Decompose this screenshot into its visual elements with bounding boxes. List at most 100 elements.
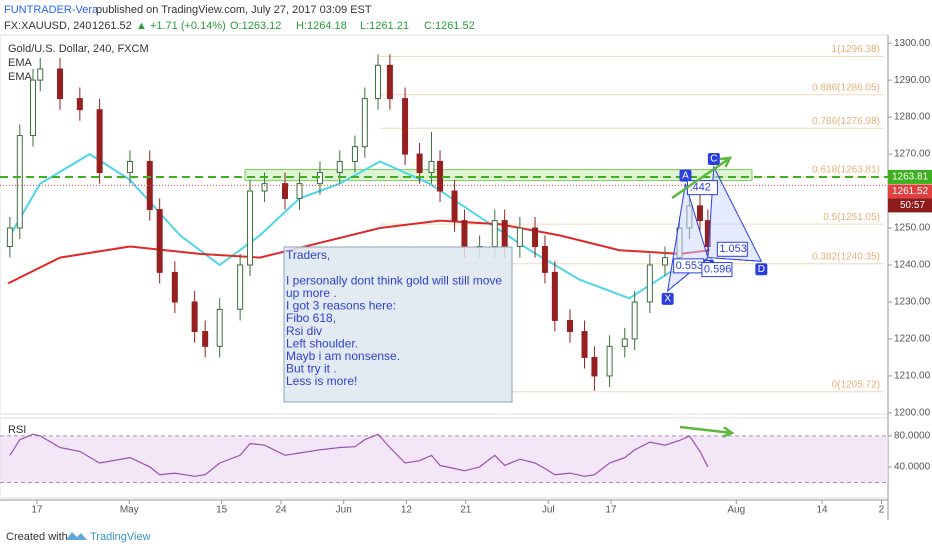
candle-body bbox=[216, 308, 223, 347]
published: published on TradingView.com, July 27, 2… bbox=[96, 4, 372, 16]
candle-body bbox=[6, 227, 13, 248]
x-tick-label: 12 bbox=[401, 505, 413, 516]
y-tick-label: 1270.00 bbox=[894, 149, 931, 160]
logo bbox=[66, 532, 87, 540]
candle-body bbox=[146, 160, 153, 211]
candle-body bbox=[428, 160, 435, 174]
y-tick-label: 1250.00 bbox=[894, 223, 931, 234]
legend-entry: EMA bbox=[8, 71, 33, 83]
candle-body bbox=[581, 331, 588, 358]
y-tick-label: 1230.00 bbox=[894, 297, 931, 308]
fib-label: 0(1205.72) bbox=[832, 379, 880, 390]
candle-body bbox=[591, 356, 598, 377]
candle-body bbox=[156, 209, 163, 273]
ratio-label: 0.553 bbox=[676, 260, 704, 272]
chart-title: Gold/U.S. Dollar, 240, FXCM bbox=[8, 43, 149, 55]
candle-body bbox=[361, 98, 368, 148]
arrow-head bbox=[719, 156, 733, 168]
note-line: I got 3 reasons here: bbox=[286, 299, 396, 313]
countdown: 50:57 bbox=[900, 200, 925, 211]
price-box bbox=[888, 184, 932, 199]
candle-body bbox=[501, 220, 508, 248]
price-box-label: 1263.81 bbox=[892, 172, 929, 183]
note-line: But try it . bbox=[286, 362, 337, 376]
fib-label: 0.786(1276.98) bbox=[812, 116, 880, 127]
pattern-point-label: A bbox=[682, 170, 689, 181]
symbol: FX:XAUUSD, 240 bbox=[4, 20, 91, 32]
candle-body bbox=[491, 220, 498, 248]
candle-body bbox=[532, 227, 539, 248]
candle-body bbox=[416, 153, 423, 174]
candle-body bbox=[696, 205, 703, 222]
note-line: Mayb i am nonsense. bbox=[286, 349, 400, 363]
x-tick-label: 15 bbox=[216, 505, 228, 516]
candle-body bbox=[296, 183, 303, 199]
x-tick-label: May bbox=[120, 505, 139, 516]
pattern-point-box bbox=[679, 169, 692, 182]
candle-body bbox=[37, 68, 44, 81]
rsi-tick-label: 80.0000 bbox=[894, 431, 931, 442]
candle-body bbox=[202, 331, 209, 347]
arrow bbox=[679, 425, 733, 435]
x-tick-label: Aug bbox=[727, 505, 745, 516]
close: C:1261.52 bbox=[424, 20, 475, 32]
fib-label: 0.5(1251.05) bbox=[823, 212, 880, 223]
fib-label: 0.618(1263.81) bbox=[812, 165, 880, 176]
candle-body bbox=[437, 160, 444, 192]
candle-body bbox=[351, 146, 358, 162]
candle-body bbox=[16, 135, 23, 229]
candle-body bbox=[316, 172, 323, 185]
rsi-line bbox=[9, 433, 709, 477]
x-tick-label: 14 bbox=[816, 505, 828, 516]
candle-body bbox=[29, 79, 36, 137]
candle-body bbox=[402, 98, 409, 155]
y-tick-label: 1220.00 bbox=[894, 334, 931, 345]
candle-body bbox=[261, 183, 268, 192]
x-tick-label: 17 bbox=[605, 505, 617, 516]
author: FUNTRADER-Vera bbox=[4, 4, 99, 16]
candle-body bbox=[386, 64, 393, 100]
footer-brand: TradingView bbox=[90, 531, 151, 543]
candle-body bbox=[631, 301, 638, 340]
rsi-tick-label: 40.0000 bbox=[894, 462, 931, 473]
pattern-point-box bbox=[707, 153, 720, 166]
ratio-label: 0.596 bbox=[704, 263, 732, 275]
rsi-label: RSI bbox=[8, 424, 26, 436]
y-tick-label: 1210.00 bbox=[894, 371, 931, 382]
rsi-band bbox=[0, 435, 888, 483]
x-tick-label: 24 bbox=[275, 505, 287, 516]
y-tick-label: 1290.00 bbox=[894, 75, 931, 86]
candle-body bbox=[126, 160, 133, 174]
note-line: Fibo 618, bbox=[286, 311, 336, 325]
y-tick-label: 1280.00 bbox=[894, 112, 931, 123]
price-box-label: 1261.52 bbox=[892, 186, 929, 197]
note-line: Left shoulder. bbox=[286, 336, 358, 350]
note-box bbox=[283, 246, 513, 403]
x-tick-label: 17 bbox=[31, 505, 43, 516]
candle-body bbox=[461, 220, 468, 248]
low: L:1261.21 bbox=[360, 20, 409, 32]
price-box bbox=[888, 169, 932, 184]
pattern-point-label: C bbox=[710, 154, 717, 165]
ratio-label: .442 bbox=[689, 182, 710, 194]
note-line: Traders, bbox=[286, 248, 330, 262]
fib-label: 1(1296.38) bbox=[832, 44, 880, 55]
y-tick-label: 1200.00 bbox=[894, 408, 931, 419]
legend-entry: EMA bbox=[8, 57, 33, 69]
change: ▲ +1.71 (+0.14%) bbox=[136, 20, 226, 32]
note-line: Rsi div bbox=[286, 324, 322, 338]
ratio-box bbox=[716, 241, 748, 257]
candle-body bbox=[516, 227, 523, 248]
x-tick-label: 21 bbox=[460, 505, 472, 516]
y-tick-label: 1240.00 bbox=[894, 260, 931, 271]
candle-body bbox=[96, 109, 103, 174]
candle-body bbox=[551, 271, 558, 321]
candle-body bbox=[171, 271, 178, 303]
fib-label: 0.382(1240.35) bbox=[812, 251, 880, 262]
candle-body bbox=[336, 160, 343, 174]
candle-body bbox=[76, 98, 83, 111]
x-tick-label: 2 bbox=[879, 505, 885, 516]
candle-body bbox=[282, 183, 289, 199]
candle-body bbox=[237, 264, 244, 310]
